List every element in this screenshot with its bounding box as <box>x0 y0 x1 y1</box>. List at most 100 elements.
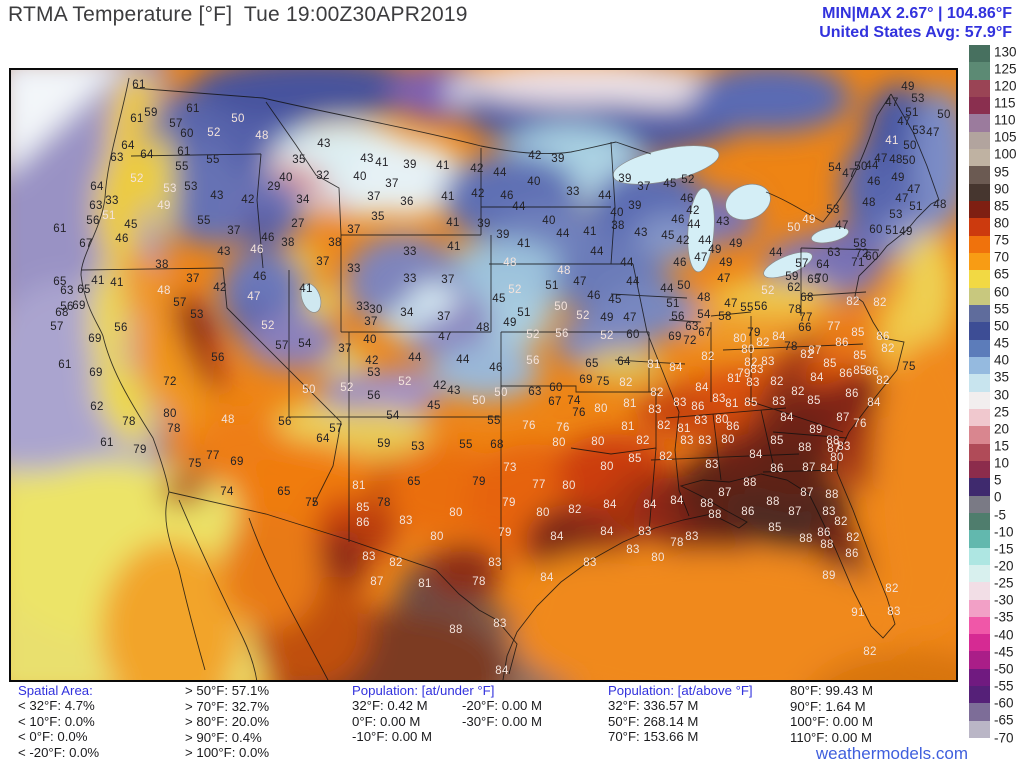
colorbar-tick-label: 110 <box>994 112 1016 128</box>
colorbar-tick-label: 80 <box>994 215 1010 231</box>
colorbar-segment <box>969 304 990 323</box>
stat-row: 110°F: 0.00 M <box>790 729 872 745</box>
colorbar-tick-label: -70 <box>994 730 1014 745</box>
colorbar-segment <box>969 512 990 531</box>
pop-above-col1: 32°F: 336.57 M 50°F: 268.14 M 70°F: 153.66… <box>608 698 698 745</box>
colorbar-tick-label: 85 <box>994 198 1010 214</box>
colorbar-segment <box>969 218 990 236</box>
colorbar-segment <box>969 530 990 548</box>
colorbar-tick-label: -45 <box>994 644 1014 660</box>
colorbar-tick-label: -65 <box>994 712 1014 728</box>
colorbar-segment <box>969 339 990 357</box>
colorbar-tick-label: 120 <box>994 78 1017 94</box>
colorbar-segment <box>969 166 990 184</box>
stat-row: 32°F: 336.57 M <box>608 698 699 713</box>
state-borders <box>80 77 940 680</box>
colorbar-tick-label: 10 <box>994 455 1010 471</box>
weathermodels-link[interactable]: weathermodels.com <box>815 744 968 763</box>
colorbar-tick-label: 65 <box>994 266 1010 282</box>
temperature-field <box>11 70 956 680</box>
colorbar-segment <box>969 651 990 669</box>
pop-above-title: Population: [at/above °F] <box>608 683 753 698</box>
colorbar-segment <box>969 45 990 63</box>
colorbar-tick-label: 130 <box>994 44 1017 59</box>
colorbar-tick-label: 15 <box>994 438 1010 454</box>
colorbar-tick-label: 70 <box>994 249 1010 265</box>
colorbar-segment <box>969 356 990 375</box>
colorbar-ticks: 130 125 120 115 110 105 100 95 90 85 80 75 70 65 60 55 5… <box>994 44 1024 745</box>
colorbar-segment <box>969 564 990 583</box>
colorbar-tick-label: -60 <box>994 695 1014 711</box>
colorbar-segment <box>969 270 990 288</box>
colorbar-tick-label: 75 <box>994 232 1010 248</box>
stat-row: 0°F: 0.00 M <box>352 713 421 729</box>
colorbar-tick-label: 35 <box>994 369 1010 385</box>
colorbar-tick-label: 5 <box>994 472 1002 488</box>
stat-row: -30°F: 0.00 M <box>462 713 543 729</box>
colorbar-segment <box>969 426 990 444</box>
colorbar-segment <box>969 443 990 461</box>
great-lakes <box>300 145 849 313</box>
colorbar-tick-label: -40 <box>994 627 1014 643</box>
colorbar-segment <box>969 148 990 167</box>
colorbar-segment <box>969 287 990 305</box>
colorbar-tick-label: 125 <box>994 61 1017 77</box>
colorbar-segment <box>969 616 990 635</box>
colorbar-tick-label: 95 <box>994 164 1010 180</box>
colorbar-segment <box>969 252 990 271</box>
colorbar-segment <box>969 408 990 427</box>
colorbar-segment <box>969 495 990 513</box>
colorbar-segment <box>969 200 990 219</box>
colorbar-segment <box>969 235 990 253</box>
colorbar-tick-label: 60 <box>994 284 1010 300</box>
stat-row: < 32°F: 4.7% <box>18 698 95 713</box>
colorbar-tick-label: 45 <box>994 335 1010 351</box>
stat-row: -20°F: 0.00 M <box>462 698 543 713</box>
colorbar-tick-label: 25 <box>994 404 1010 420</box>
spatial-col1: < 32°F: 4.7% < 10°F: 0.0% < 0°F: 0.0% < -20… <box>18 698 99 760</box>
colorbar-segment <box>969 322 990 340</box>
stat-row: -10°F: 0.00 M <box>352 729 433 745</box>
colorbar-tick-label: -5 <box>994 507 1007 523</box>
map-canvas <box>11 70 956 680</box>
colorbar-segment <box>969 131 990 149</box>
colorbar-segment <box>969 96 990 115</box>
colorbar-segment <box>969 668 990 687</box>
colorbar-tick-label: -10 <box>994 524 1014 540</box>
colorbar-segment <box>969 374 990 392</box>
stat-row: 80°F: 99.43 M <box>790 683 873 698</box>
colorbar-segment <box>969 79 990 97</box>
summary-stats: MIN|MAX 2.67° | 104.86°F United States A… <box>819 4 1012 42</box>
minmax-value: MIN|MAX 2.67° | 104.86°F <box>822 5 1012 22</box>
colorbar-tick-label: -35 <box>994 609 1014 625</box>
colorbar-tick-label: -30 <box>994 592 1014 608</box>
colorbar-tick-label: 90 <box>994 181 1010 197</box>
stat-row: > 80°F: 20.0% <box>185 714 270 730</box>
colorbar-tick-label: -15 <box>994 541 1014 557</box>
stat-row: < 10°F: 0.0% <box>18 713 95 729</box>
spatial-area-title: Spatial Area: <box>18 683 93 698</box>
colorbar-segment <box>969 703 990 721</box>
pop-under-title: Population: [at/under °F] <box>352 683 495 698</box>
colorbar-segment <box>969 634 990 652</box>
stat-row: 32°F: 0.42 M <box>352 698 428 713</box>
colorbar-segment <box>969 582 990 600</box>
colorbar-tick-label: 100 <box>994 146 1017 162</box>
stat-row: 90°F: 1.64 M <box>790 698 866 714</box>
temperature-map: 61 59 61 61 57 60 52 50 48 64 63 64 61 55 55 43 35 40 32 29… <box>9 68 958 682</box>
spatial-col2: > 50°F: 57.1% > 70°F: 32.7% > 80°F: 20.0% >… <box>185 683 269 761</box>
colorbar-tick-label: -55 <box>994 678 1014 694</box>
colorbar-tick-label: 55 <box>994 301 1010 317</box>
page-title: RTMA Temperature [°F] Tue 19:00Z30APR201… <box>8 3 468 26</box>
colorbar-segment <box>969 547 990 565</box>
stat-row: 50°F: 268.14 M <box>608 713 699 729</box>
colorbar-tick-label: -25 <box>994 575 1014 591</box>
us-avg-value: United States Avg: 57.9°F <box>819 24 1012 41</box>
colorbar-tick-label: -50 <box>994 661 1014 677</box>
colorbar-tick-label: 105 <box>994 129 1017 145</box>
stat-row: > 100°F: 0.0% <box>185 745 270 761</box>
colorbar-tick-label: 40 <box>994 352 1010 368</box>
colorbar-segment <box>969 114 990 132</box>
colorbar-segment <box>969 62 990 80</box>
